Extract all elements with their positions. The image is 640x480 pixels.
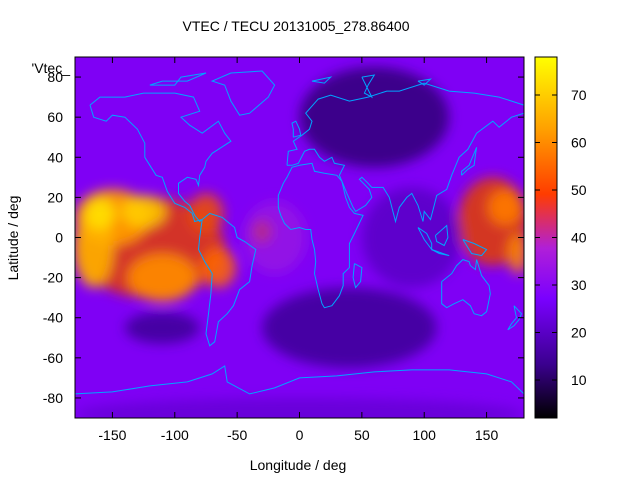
coastline xyxy=(210,70,276,116)
coastline xyxy=(291,120,302,138)
vtec-region xyxy=(84,197,115,230)
coastline xyxy=(149,72,207,86)
vtec-region xyxy=(507,233,524,274)
y-tick-label: 0 xyxy=(55,230,63,246)
y-tick-label: 60 xyxy=(47,109,63,125)
colorbar-tick-label: 10 xyxy=(571,372,587,388)
vtec-region xyxy=(262,287,437,368)
vtec-region xyxy=(124,311,200,344)
coastline xyxy=(286,82,524,166)
vtec-region xyxy=(299,67,450,168)
coastline xyxy=(434,224,449,247)
colorbar-tick-label: 60 xyxy=(571,135,587,151)
vtec-region xyxy=(487,189,523,226)
colorbar-tick-label: 20 xyxy=(571,325,587,341)
vtec-region xyxy=(361,187,462,288)
x-tick-label: -100 xyxy=(161,427,189,443)
coastline xyxy=(311,76,333,84)
vtec-region xyxy=(75,397,524,418)
colorbar-tick-label: 30 xyxy=(571,277,587,293)
coastline xyxy=(417,227,433,251)
y-tick-label: -60 xyxy=(43,350,63,366)
y-tick-label: 40 xyxy=(47,149,63,165)
coastline xyxy=(461,147,478,176)
y-tick-label: -40 xyxy=(43,310,63,326)
colorbar-axis: 70 60 50 40 30 20 10 xyxy=(535,87,587,388)
x-tick-label: 50 xyxy=(354,427,370,443)
coastline xyxy=(361,74,376,99)
x-tick-label: 100 xyxy=(413,427,437,443)
vtec-region xyxy=(243,201,306,274)
plot-area xyxy=(75,57,524,418)
coastline xyxy=(75,365,524,395)
y-tick-label: -20 xyxy=(43,270,63,286)
coastline xyxy=(417,78,433,86)
y-tick-label: -80 xyxy=(43,390,63,406)
y-axis-label: Latitude / deg xyxy=(5,196,21,281)
coastline xyxy=(431,249,450,257)
coastline xyxy=(277,162,364,309)
x-tick-label: 0 xyxy=(296,427,304,443)
chart-title: VTEC / TECU 20131005_278.86400 xyxy=(182,18,409,34)
coastline xyxy=(462,239,488,257)
colorbar-tick-label: 40 xyxy=(571,230,587,246)
vtec-region xyxy=(200,247,236,288)
y-tick-label: 20 xyxy=(47,189,63,205)
x-axis-label: Longitude / deg xyxy=(250,457,347,473)
vtec-region xyxy=(127,253,198,302)
y-axis: 80 60 40 20 0 -20 -40 -60 -80 xyxy=(43,69,524,406)
y-tick-label: 80 xyxy=(47,69,63,85)
vtec-region xyxy=(252,219,273,244)
coastline xyxy=(89,92,232,223)
colorbar-tick-label: 50 xyxy=(571,182,587,198)
key-label: 'Vtec_ xyxy=(32,60,71,76)
coastline xyxy=(287,112,524,224)
colorbar-tick-label: 70 xyxy=(571,87,587,103)
x-axis: -150 -100 -50 0 50 100 150 xyxy=(98,57,498,443)
vtec-region xyxy=(121,195,167,228)
x-tick-label: -50 xyxy=(227,427,247,443)
x-tick-label: 150 xyxy=(475,427,499,443)
x-tick-label: -150 xyxy=(98,427,126,443)
coastline xyxy=(352,263,363,289)
coastline xyxy=(441,259,491,317)
coastline xyxy=(197,212,257,347)
coastline xyxy=(507,305,523,331)
vtec-region xyxy=(188,193,224,234)
